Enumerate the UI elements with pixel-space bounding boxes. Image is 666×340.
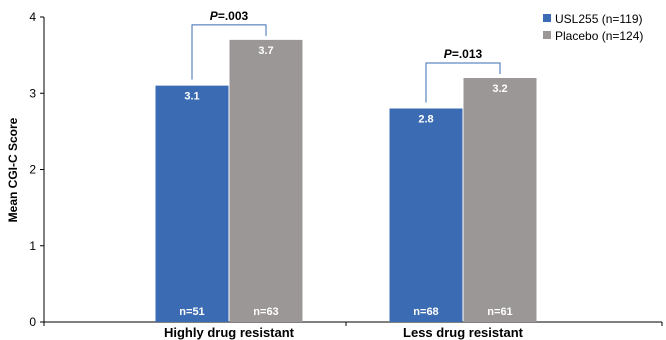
y-tick-label: 4 <box>29 10 36 24</box>
bar <box>229 39 303 322</box>
p-value-number: =.013 <box>452 47 483 61</box>
p-value-label: P=.003 <box>210 9 249 23</box>
significance-bracket <box>425 62 501 103</box>
y-tick-label: 2 <box>29 163 36 177</box>
bar <box>463 78 537 322</box>
p-value-italic: P <box>444 47 453 61</box>
legend-swatch <box>543 31 551 39</box>
bar <box>155 85 229 322</box>
legend-label: USL255 (n=119) <box>555 12 643 26</box>
p-value-label: P=.013 <box>444 47 483 61</box>
bar-value-label: 3.2 <box>492 83 507 95</box>
bar-n-label: n=63 <box>253 306 278 318</box>
bar <box>389 108 463 322</box>
bar-n-label: n=68 <box>413 306 438 318</box>
axes: 0 1 2 3 4 Highly drug resistant Less drug resi… <box>29 10 663 340</box>
x-category-label: Less drug resistant <box>403 325 524 340</box>
y-tick-label: 1 <box>29 239 36 253</box>
legend: USL255 (n=119) Placebo (n=124) <box>543 12 643 43</box>
p-value-italic: P <box>210 9 219 23</box>
legend-swatch <box>543 14 551 22</box>
bars: 3.1 n=51 3.7 n=63 2.8 n=68 3.2 n=61 <box>155 39 537 322</box>
p-value-number: =.003 <box>218 9 249 23</box>
y-tick-label: 3 <box>29 86 36 100</box>
significance-bracket <box>191 24 267 80</box>
y-axis-label: Mean CGI-C Score <box>6 117 20 222</box>
bar-value-label: 3.1 <box>184 91 199 103</box>
legend-label: Placebo (n=124) <box>555 29 643 43</box>
bar-n-label: n=51 <box>179 306 204 318</box>
x-category-label: Highly drug resistant <box>164 325 295 340</box>
bar-value-label: 2.8 <box>418 114 433 126</box>
bar-n-label: n=61 <box>487 306 512 318</box>
y-tick-label: 0 <box>29 315 36 329</box>
bar-value-label: 3.7 <box>258 45 273 57</box>
